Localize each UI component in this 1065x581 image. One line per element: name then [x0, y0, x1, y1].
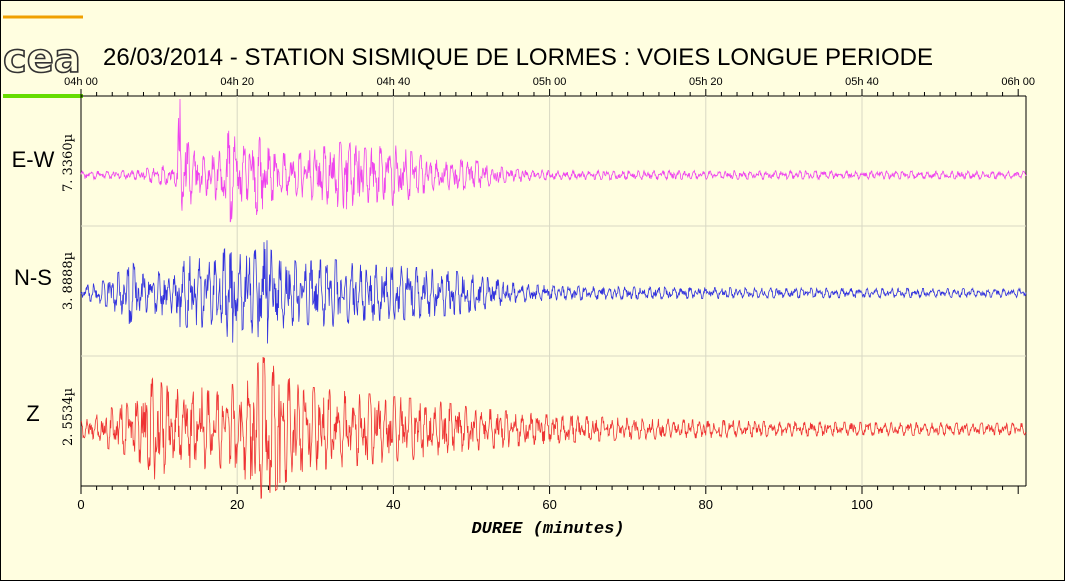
time-tick-label: 05h 40 — [845, 76, 879, 88]
channel-scale: 7. 3360µ — [61, 134, 76, 192]
time-axis: 04h 00 04h 20 04h 40 05h 00 05h 20 05h 40 06h … — [64, 76, 1035, 96]
duration-axis: 0 20 40 60 80 100 — [77, 486, 1019, 512]
duration-tick-label: 100 — [851, 497, 873, 512]
duration-tick-label: 20 — [230, 497, 244, 512]
time-tick-label: 05h 20 — [689, 76, 723, 88]
channel-label: N-S — [14, 265, 52, 290]
trace-z — [80, 356, 1027, 499]
time-tick-label: 04h 00 — [64, 76, 98, 88]
cea-logo: cea — [2, 15, 83, 98]
duration-tick-label: 80 — [699, 497, 713, 512]
duration-tick-label: 0 — [77, 497, 84, 512]
channel-scale: 2. 5534µ — [61, 388, 76, 446]
x-axis-label: DUREE (minutes) — [471, 520, 624, 539]
channel-labels: E-W 7. 3360µ N-S 3. 8888µ Z 2. 5534µ — [12, 134, 76, 446]
time-tick-label: 05h 00 — [533, 76, 567, 88]
chart-title: 26/03/2014 - STATION SISMIQUE DE LORMES … — [103, 44, 933, 71]
duration-tick-label: 40 — [386, 497, 400, 512]
channel-label: E-W — [12, 147, 55, 172]
logo-text: cea — [3, 36, 81, 82]
trace-e-w — [80, 98, 1027, 223]
duration-tick-label: 60 — [542, 497, 556, 512]
time-tick-label: 04h 40 — [377, 76, 411, 88]
time-tick-label: 04h 20 — [220, 76, 254, 88]
channel-label: Z — [26, 401, 39, 426]
time-tick-label: 06h 00 — [1001, 76, 1035, 88]
trace-n-s — [80, 240, 1027, 344]
traces — [80, 98, 1027, 499]
channel-scale: 3. 8888µ — [61, 252, 76, 310]
plot-frame — [80, 95, 1027, 487]
